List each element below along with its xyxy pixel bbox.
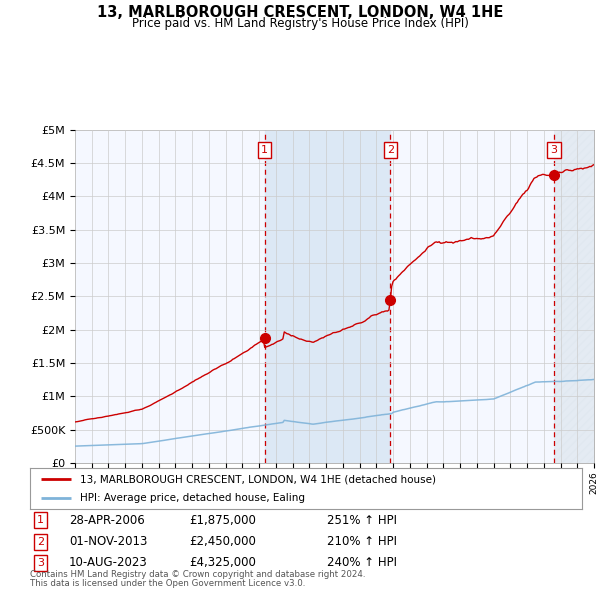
Text: 01-NOV-2013: 01-NOV-2013 xyxy=(69,535,148,548)
Text: 13, MARLBOROUGH CRESCENT, LONDON, W4 1HE (detached house): 13, MARLBOROUGH CRESCENT, LONDON, W4 1HE… xyxy=(80,474,436,484)
Bar xyxy=(265,130,390,463)
Text: 3: 3 xyxy=(550,145,557,155)
Text: 210% ↑ HPI: 210% ↑ HPI xyxy=(327,535,397,548)
Text: This data is licensed under the Open Government Licence v3.0.: This data is licensed under the Open Gov… xyxy=(30,579,305,588)
Text: 10-AUG-2023: 10-AUG-2023 xyxy=(69,556,148,569)
Text: 13, MARLBOROUGH CRESCENT, LONDON, W4 1HE: 13, MARLBOROUGH CRESCENT, LONDON, W4 1HE xyxy=(97,5,503,19)
Text: 251% ↑ HPI: 251% ↑ HPI xyxy=(327,514,397,527)
Text: 1: 1 xyxy=(261,145,268,155)
Bar xyxy=(554,130,594,463)
Text: £2,450,000: £2,450,000 xyxy=(189,535,256,548)
Text: Contains HM Land Registry data © Crown copyright and database right 2024.: Contains HM Land Registry data © Crown c… xyxy=(30,571,365,579)
Text: 2: 2 xyxy=(386,145,394,155)
Text: 3: 3 xyxy=(37,558,44,568)
Text: Price paid vs. HM Land Registry's House Price Index (HPI): Price paid vs. HM Land Registry's House … xyxy=(131,17,469,30)
Text: 28-APR-2006: 28-APR-2006 xyxy=(69,514,145,527)
Text: HPI: Average price, detached house, Ealing: HPI: Average price, detached house, Eali… xyxy=(80,493,305,503)
Text: 2: 2 xyxy=(37,537,44,546)
Text: £4,325,000: £4,325,000 xyxy=(189,556,256,569)
Text: £1,875,000: £1,875,000 xyxy=(189,514,256,527)
Text: 240% ↑ HPI: 240% ↑ HPI xyxy=(327,556,397,569)
Text: 1: 1 xyxy=(37,516,44,525)
